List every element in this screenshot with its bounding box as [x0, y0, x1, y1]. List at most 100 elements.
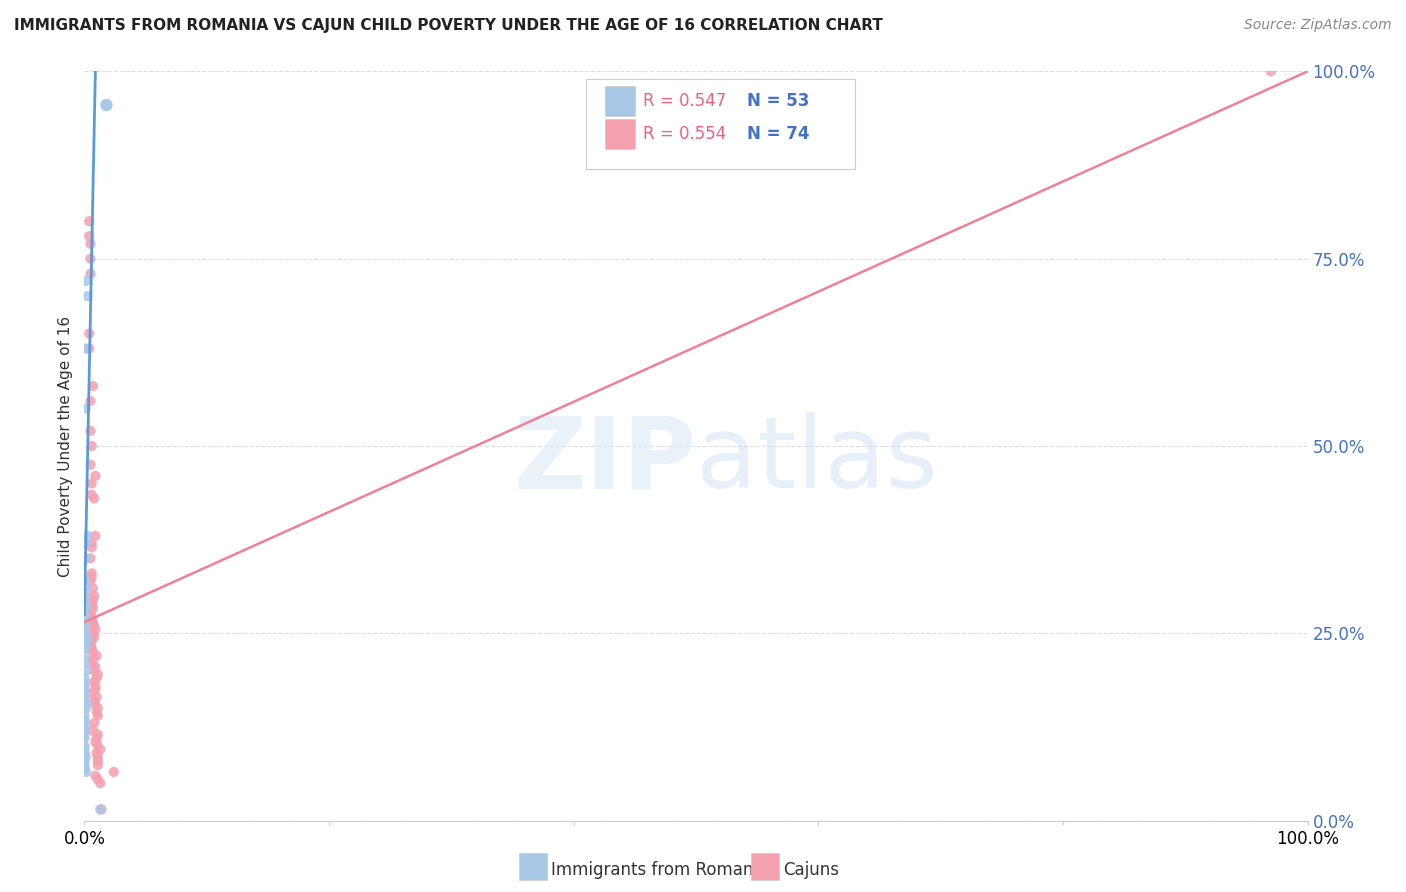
Point — [86, 671, 108, 685]
Point — [80, 596, 103, 610]
Point — [73, 739, 96, 753]
Point — [80, 686, 103, 700]
Point — [77, 229, 100, 244]
FancyBboxPatch shape — [606, 120, 636, 149]
Point — [73, 761, 96, 775]
Point — [73, 585, 96, 599]
Text: N = 53: N = 53 — [748, 92, 810, 110]
Point — [82, 652, 104, 666]
Point — [84, 698, 107, 712]
Point — [77, 342, 100, 356]
Point — [86, 746, 108, 760]
Point — [73, 619, 96, 633]
Point — [86, 731, 108, 746]
Point — [73, 694, 96, 708]
Point — [103, 764, 125, 779]
Point — [82, 645, 104, 659]
Point — [73, 686, 96, 700]
Point — [77, 326, 100, 341]
Point — [73, 671, 96, 685]
Point — [87, 727, 110, 741]
Point — [73, 690, 96, 704]
Point — [83, 716, 105, 731]
Point — [73, 615, 96, 629]
Point — [73, 757, 96, 772]
Point — [80, 540, 103, 554]
Point — [75, 611, 97, 625]
Point — [79, 236, 101, 251]
Point — [73, 596, 96, 610]
Point — [83, 589, 105, 603]
Point — [76, 630, 98, 644]
Point — [77, 214, 100, 228]
Point — [83, 619, 105, 633]
Point — [79, 607, 101, 622]
Point — [83, 664, 105, 678]
Point — [84, 529, 107, 543]
Point — [73, 589, 96, 603]
Point — [86, 690, 108, 704]
Point — [87, 758, 110, 772]
Point — [79, 394, 101, 409]
Point — [87, 772, 110, 787]
Point — [79, 551, 101, 566]
Point — [73, 723, 96, 738]
Point — [80, 633, 103, 648]
Point — [73, 742, 96, 756]
Point — [76, 698, 98, 712]
Point — [73, 641, 96, 656]
Point — [83, 694, 105, 708]
FancyBboxPatch shape — [586, 78, 855, 169]
Point — [79, 638, 101, 652]
Point — [76, 529, 98, 543]
Point — [87, 750, 110, 764]
Point — [75, 274, 97, 288]
Point — [83, 675, 105, 690]
Point — [80, 439, 103, 453]
Point — [96, 98, 118, 112]
Point — [75, 536, 97, 550]
Point — [80, 657, 103, 671]
Point — [87, 701, 110, 715]
Point — [73, 716, 96, 731]
Point — [84, 735, 107, 749]
Point — [84, 660, 107, 674]
Point — [79, 252, 101, 266]
Point — [87, 739, 110, 753]
Text: atlas: atlas — [696, 412, 938, 509]
Point — [73, 727, 96, 741]
Point — [86, 705, 108, 719]
Point — [87, 667, 110, 681]
Point — [84, 682, 107, 697]
Point — [75, 401, 97, 416]
Point — [73, 720, 96, 734]
Point — [87, 754, 110, 768]
Point — [73, 713, 96, 727]
Point — [75, 600, 97, 615]
Point — [79, 458, 101, 472]
Point — [73, 626, 96, 640]
Point — [73, 607, 96, 622]
Point — [80, 604, 103, 618]
Point — [84, 469, 107, 483]
Point — [75, 582, 97, 596]
Y-axis label: Child Poverty Under the Age of 16: Child Poverty Under the Age of 16 — [58, 316, 73, 576]
FancyBboxPatch shape — [606, 86, 636, 116]
Point — [82, 615, 104, 629]
Point — [84, 623, 107, 637]
Point — [82, 626, 104, 640]
Point — [73, 679, 96, 693]
Point — [73, 592, 96, 607]
Point — [82, 592, 104, 607]
Text: R = 0.554: R = 0.554 — [644, 125, 727, 144]
Point — [82, 723, 104, 738]
Text: R = 0.547: R = 0.547 — [644, 92, 727, 110]
Point — [89, 776, 111, 790]
Point — [83, 491, 105, 506]
Point — [73, 657, 96, 671]
Point — [83, 630, 105, 644]
Point — [90, 802, 112, 816]
Point — [80, 476, 103, 491]
Point — [75, 701, 97, 715]
Point — [73, 682, 96, 697]
